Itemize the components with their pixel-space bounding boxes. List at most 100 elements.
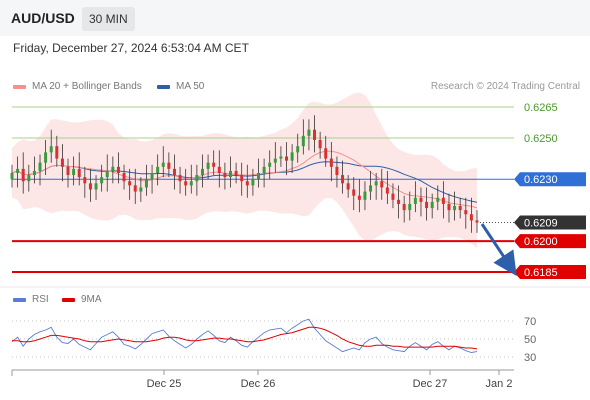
ma9-swatch <box>62 297 75 302</box>
candle-body <box>60 158 64 167</box>
candle-body <box>240 175 244 182</box>
candle-body <box>447 203 451 211</box>
level-label-3: 0.6209 <box>524 218 558 230</box>
candle-body <box>285 156 289 161</box>
rsi-tick-30: 30 <box>524 352 536 364</box>
chart-datetime: Friday, December 27, 2024 6:53:04 AM CET <box>13 41 249 55</box>
candle-body <box>234 170 238 176</box>
level-tag-3 <box>514 215 586 230</box>
bollinger-band <box>12 92 477 249</box>
time-tick-label-3: Jan 2 <box>486 378 513 390</box>
candle-body <box>77 168 81 178</box>
candle-body <box>301 135 305 147</box>
legend-ma20-label: MA 20 + Bollinger Bands <box>32 81 142 92</box>
rsi-tick-70: 70 <box>524 316 536 328</box>
candle-body <box>430 201 434 209</box>
candle-body <box>167 162 171 169</box>
candle-body <box>363 191 367 200</box>
timeframe-badge[interactable]: 30 MIN <box>82 7 135 31</box>
candle-body <box>262 166 266 173</box>
candle-body <box>172 168 176 176</box>
candle-body <box>296 146 300 153</box>
candle-body <box>273 158 277 163</box>
candle-body <box>307 129 311 136</box>
candle-body <box>111 166 115 171</box>
candle-body <box>156 166 160 173</box>
candle-body <box>10 173 14 180</box>
candle-body <box>453 206 457 211</box>
ma50-line <box>11 161 478 203</box>
candle-body <box>352 189 356 196</box>
candle-body <box>38 162 42 171</box>
legend-rsi: RSI <box>13 294 49 305</box>
candle-body <box>94 183 98 190</box>
candle-body <box>32 170 36 176</box>
candle-body <box>16 168 20 173</box>
rsi-swatch <box>13 297 26 302</box>
candle-body <box>279 156 283 159</box>
candle-body <box>178 175 182 182</box>
legend-ma20: MA 20 + Bollinger Bands <box>13 81 142 92</box>
candle-body <box>290 152 294 161</box>
legend-ma50: MA 50 <box>157 81 204 92</box>
candle-body <box>251 179 255 186</box>
ma9-line <box>12 326 478 350</box>
candle-body <box>195 175 199 182</box>
level-label-5: 0.6185 <box>524 267 558 279</box>
legend-9ma-label: 9MA <box>81 294 102 305</box>
candle-body <box>105 170 109 178</box>
candle-body <box>425 201 429 209</box>
candle-body <box>318 140 322 149</box>
candle-body <box>385 187 389 194</box>
candle-body <box>27 175 31 182</box>
candle-body <box>329 158 333 167</box>
credit-text: Research © 2024 Trading Central <box>430 81 580 92</box>
candle-body <box>257 173 261 180</box>
candle-body <box>100 177 104 184</box>
candle-body <box>223 173 227 178</box>
candle-body <box>72 168 76 176</box>
candle-body <box>464 210 468 215</box>
candle-body <box>189 181 193 186</box>
legend-9ma: 9MA <box>62 294 102 305</box>
ma20-line <box>11 150 478 209</box>
candle-body <box>206 162 210 169</box>
time-tick-label-1: Dec 26 <box>241 378 276 390</box>
candle-body <box>402 203 406 211</box>
ma20-swatch <box>13 84 26 89</box>
candle-body <box>374 181 378 186</box>
candle-body <box>380 181 384 188</box>
candle-body <box>408 203 412 211</box>
candle-body <box>184 181 188 186</box>
candle-body <box>217 166 221 173</box>
candle-body <box>313 129 317 140</box>
rsi-tick-50: 50 <box>524 334 536 346</box>
candle-body <box>116 166 120 173</box>
chart-header: AUD/USD 30 MIN <box>0 0 590 36</box>
candle-body <box>144 179 148 188</box>
candle-body <box>469 214 473 221</box>
candle-body <box>88 183 92 190</box>
level-label-0: 0.6265 <box>524 102 558 114</box>
candle-body <box>83 177 87 184</box>
time-tick-label-0: Dec 25 <box>147 378 182 390</box>
candle-body <box>413 197 417 204</box>
candle-body <box>21 168 25 182</box>
candle-body <box>44 152 48 163</box>
level-tag-5 <box>514 265 586 279</box>
candle-body <box>475 220 479 223</box>
candle-body <box>441 197 445 204</box>
candle-body <box>228 170 232 178</box>
ma50-swatch <box>157 84 170 89</box>
candle-body <box>161 162 165 167</box>
candle-body <box>122 173 126 182</box>
candle-body <box>49 146 53 153</box>
candle-body <box>324 148 328 159</box>
level-tag-4 <box>514 234 586 249</box>
candle-body <box>212 162 216 167</box>
level-tag-2 <box>514 172 586 187</box>
candle-body <box>341 175 345 184</box>
candle-body <box>369 185 373 192</box>
candle-body <box>128 181 132 186</box>
